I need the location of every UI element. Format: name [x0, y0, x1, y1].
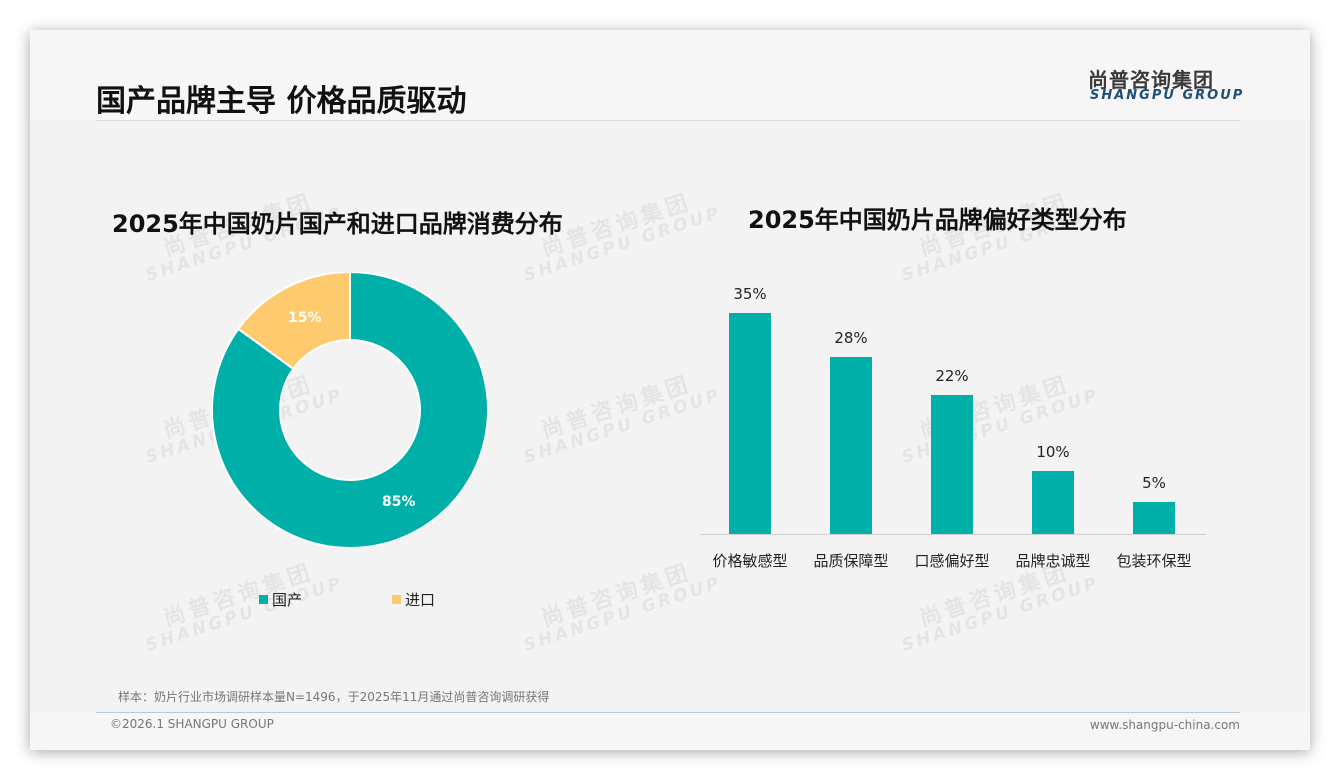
- header-divider: [96, 120, 1240, 121]
- legend-label: 国产: [272, 591, 303, 609]
- bar-chart-title: 2025年中国奶片品牌偏好类型分布: [748, 206, 1127, 234]
- x-axis-category-label: 品牌忠诚型: [1015, 552, 1091, 570]
- page-title: 国产品牌主导 价格品质驱动: [96, 84, 467, 119]
- x-axis-category-label: 口感偏好型: [914, 552, 990, 570]
- x-axis-category-label: 包装环保型: [1116, 552, 1192, 570]
- donut-chart-title: 2025年中国奶片国产和进口品牌消费分布: [112, 210, 563, 238]
- bar: [1032, 470, 1074, 534]
- copyright: ©2026.1 SHANGPU GROUP: [110, 717, 274, 731]
- bar-value-label: 10%: [1036, 442, 1070, 461]
- bar-value-label: 28%: [834, 329, 868, 348]
- x-axis-category-label: 价格敏感型: [712, 552, 788, 570]
- bar: [830, 357, 872, 534]
- legend-swatch-teal: [259, 595, 268, 604]
- donut-chart: [212, 272, 488, 548]
- donut-label-domestic: 85%: [382, 494, 416, 510]
- bar: [931, 395, 973, 534]
- legend-item-domestic: 国产: [259, 589, 302, 610]
- donut-slice-0: [212, 272, 488, 548]
- donut-slice-1: [236, 272, 351, 371]
- footer-band: [30, 713, 1310, 750]
- x-axis-line: [700, 534, 1206, 535]
- legend-swatch-yellow: [392, 595, 401, 604]
- logo-cn: 尚普咨询集团: [1088, 68, 1214, 92]
- legend-label: 进口: [405, 591, 436, 609]
- website-link[interactable]: www.shangpu-china.com: [1089, 718, 1240, 732]
- sample-note: 样本：奶片行业市场调研样本量N=1496，于2025年11月通过尚普咨询调研获得: [118, 690, 550, 704]
- donut-label-import: 15%: [288, 310, 322, 326]
- x-axis-category-label: 品质保障型: [813, 552, 889, 570]
- legend-item-import: 进口: [392, 589, 435, 610]
- bar-value-label: 35%: [733, 285, 767, 303]
- slide: 尚普咨询集团 SHANGPU GROUP 尚普咨询集团 SHANGPU GROUP …: [30, 30, 1310, 750]
- bar: [1133, 502, 1175, 534]
- bar-value-label: 5%: [1142, 474, 1166, 493]
- bar: [729, 313, 771, 534]
- footer-divider: [96, 712, 1240, 713]
- header-band: [30, 30, 1310, 120]
- bar-value-label: 22%: [935, 367, 969, 386]
- logo-en: SHANGPU GROUP: [1090, 88, 1245, 103]
